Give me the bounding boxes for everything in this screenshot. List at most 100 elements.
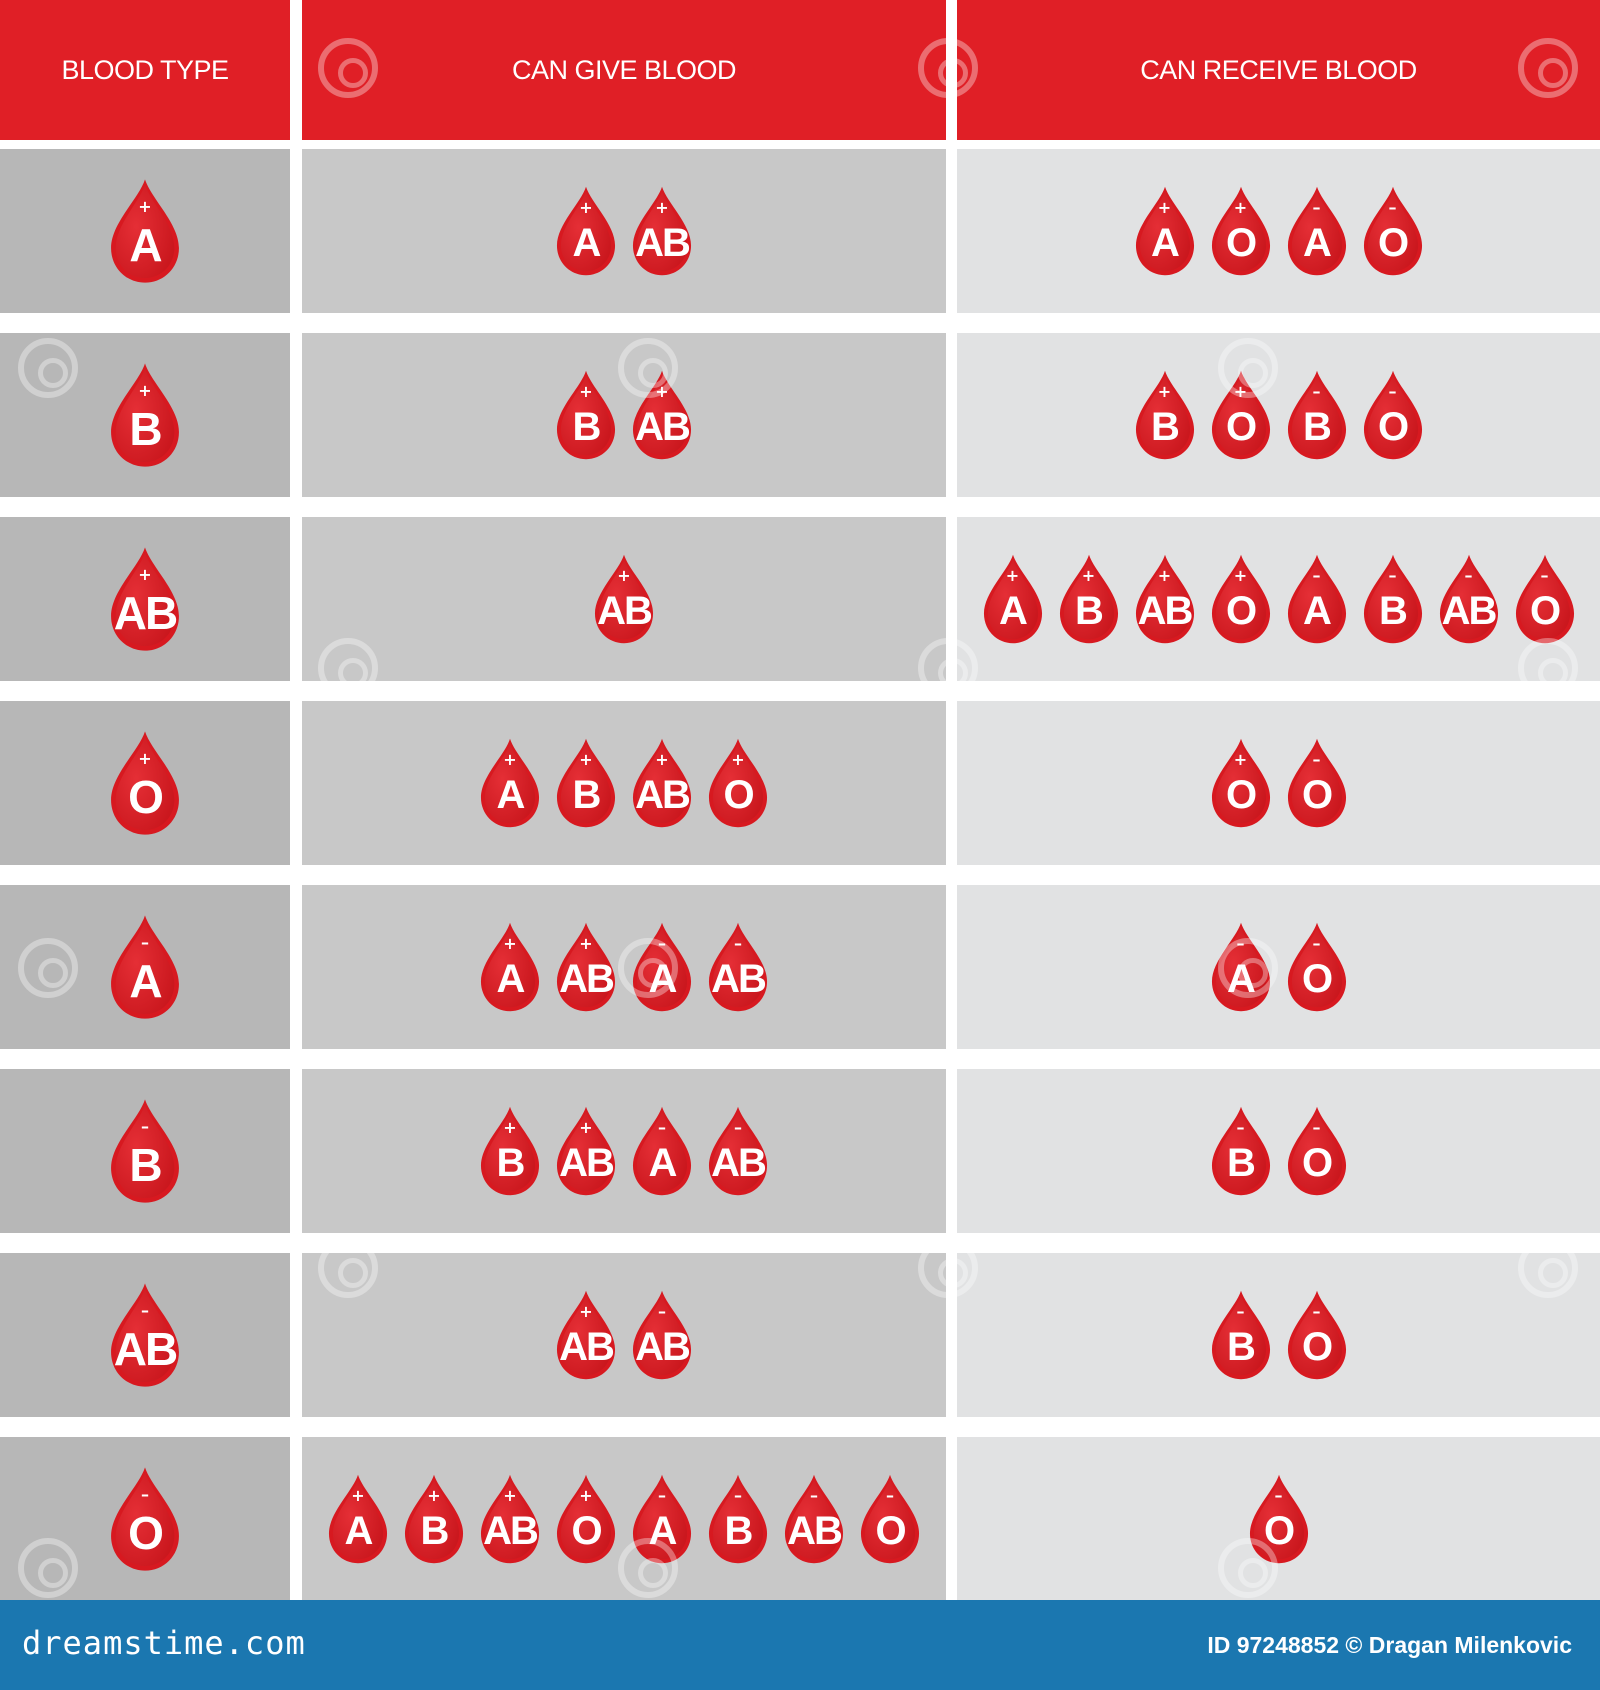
blood-group-label: AB: [1441, 589, 1498, 634]
blood-drop-icon: + O: [106, 729, 184, 837]
column-header-type: BLOOD TYPE: [0, 0, 290, 140]
blood-drop-icon: + A: [477, 734, 543, 832]
blood-group-label: B: [1075, 589, 1104, 634]
blood-drop-icon: – O: [1360, 366, 1426, 464]
blood-group-label: O: [723, 773, 754, 818]
rh-sign: +: [579, 749, 593, 769]
blood-drop-icon: + AB: [553, 1102, 619, 1200]
blood-drop-icon: – O: [1512, 550, 1578, 648]
rh-sign: –: [141, 932, 149, 952]
blood-group-label: A: [1303, 221, 1332, 266]
blood-group-label: B: [1227, 1141, 1256, 1186]
rh-sign: +: [503, 749, 517, 769]
blood-group-label: B: [1151, 405, 1180, 450]
blood-group-label: AB: [787, 1509, 843, 1554]
rh-sign: –: [658, 1301, 666, 1321]
footer-bar: dreamstime.com ID 97248852 © Dragan Mile…: [0, 1600, 1600, 1690]
blood-group-label: O: [1225, 221, 1257, 266]
rh-sign: –: [1312, 381, 1321, 401]
blood-drop-icon: – A: [1284, 182, 1350, 280]
table-cell-give: + A + AB – A – AB: [302, 885, 946, 1049]
blood-group-label: B: [572, 405, 602, 450]
blood-group-label: AB: [635, 221, 691, 266]
table-cell-type: + AB: [0, 517, 290, 681]
blood-drop-icon: – O: [1284, 918, 1350, 1016]
table-cell-receive: + O – O: [957, 701, 1600, 865]
column-header-give: CAN GIVE BLOOD: [302, 0, 946, 140]
blood-drop-icon: – AB: [781, 1470, 847, 1568]
blood-group-label: O: [571, 1509, 602, 1554]
blood-drop-icon: – A: [106, 913, 184, 1021]
rh-sign: –: [1388, 565, 1397, 585]
blood-group-label: A: [1227, 957, 1256, 1002]
table-cell-type: – AB: [0, 1253, 290, 1417]
table-cell-receive: – B – O: [957, 1253, 1600, 1417]
rh-sign: +: [1233, 749, 1248, 769]
blood-group-label: B: [496, 1141, 526, 1186]
blood-group-label: B: [420, 1509, 450, 1554]
rh-sign: +: [1157, 197, 1172, 217]
rh-sign: –: [1236, 1117, 1245, 1137]
rh-sign: –: [1312, 1117, 1321, 1137]
rh-sign: +: [731, 749, 745, 769]
table-cell-give: + A + B + AB + O: [302, 701, 946, 865]
blood-group-label: AB: [711, 1141, 767, 1186]
rh-sign: +: [1081, 565, 1096, 585]
blood-drop-icon: + A: [1132, 182, 1198, 280]
rh-sign: +: [1233, 197, 1248, 217]
rh-sign: –: [1312, 933, 1321, 953]
blood-group-label: O: [1301, 1141, 1333, 1186]
blood-drop-icon: + B: [106, 361, 184, 469]
blood-drop-icon: + O: [1208, 734, 1274, 832]
blood-group-label: AB: [597, 589, 653, 634]
blood-group-label: O: [1301, 1325, 1333, 1370]
rh-sign: +: [1233, 381, 1248, 401]
blood-group-label: AB: [483, 1509, 539, 1554]
rh-sign: +: [579, 1117, 593, 1137]
blood-drop-icon: – O: [1284, 1102, 1350, 1200]
blood-drop-icon: + AB: [553, 1286, 619, 1384]
rh-sign: +: [579, 1301, 593, 1321]
blood-drop-icon: – B: [1360, 550, 1426, 648]
blood-compatibility-table: BLOOD TYPE CAN GIVE BLOOD CAN RECEIVE BLOO…: [0, 0, 1600, 1601]
rh-sign: –: [886, 1485, 894, 1505]
blood-group-label: B: [1227, 1325, 1256, 1370]
rh-sign: –: [1312, 197, 1321, 217]
rh-sign: +: [427, 1485, 441, 1505]
blood-drop-icon: + A: [553, 182, 619, 280]
rh-sign: –: [141, 1116, 149, 1136]
blood-group-label: A: [648, 957, 678, 1002]
blood-group-label: O: [1301, 957, 1333, 1002]
rh-sign: +: [655, 197, 669, 217]
blood-drop-icon: + AB: [629, 366, 695, 464]
table-cell-give: + AB: [302, 517, 946, 681]
blood-drop-icon: – AB: [1436, 550, 1502, 648]
blood-drop-icon: – AB: [106, 1281, 184, 1389]
rh-sign: –: [1540, 565, 1549, 585]
rh-sign: +: [138, 196, 152, 216]
blood-drop-icon: – B: [1284, 366, 1350, 464]
table-cell-receive: + B + O – B – O: [957, 333, 1600, 497]
blood-group-label: A: [344, 1509, 374, 1554]
blood-group-label: B: [129, 403, 162, 456]
blood-group-label: A: [129, 219, 162, 272]
blood-group-label: O: [128, 771, 164, 824]
blood-drop-icon: + AB: [629, 734, 695, 832]
blood-drop-icon: – A: [1284, 550, 1350, 648]
blood-drop-icon: – B: [1208, 1286, 1274, 1384]
rh-sign: +: [1157, 381, 1172, 401]
blood-drop-icon: – O: [106, 1465, 184, 1573]
rh-sign: –: [1388, 197, 1397, 217]
blood-group-label: A: [572, 221, 602, 266]
blood-drop-icon: – A: [629, 1102, 695, 1200]
rh-sign: +: [351, 1485, 365, 1505]
blood-drop-icon: + AB: [553, 918, 619, 1016]
table-cell-receive: – A – O: [957, 885, 1600, 1049]
blood-group-label: AB: [559, 1325, 615, 1370]
table-cell-type: – A: [0, 885, 290, 1049]
blood-drop-icon: + A: [980, 550, 1046, 648]
blood-group-label: A: [1303, 589, 1332, 634]
rh-sign: +: [655, 381, 669, 401]
rh-sign: –: [658, 1485, 666, 1505]
blood-group-label: B: [572, 773, 602, 818]
